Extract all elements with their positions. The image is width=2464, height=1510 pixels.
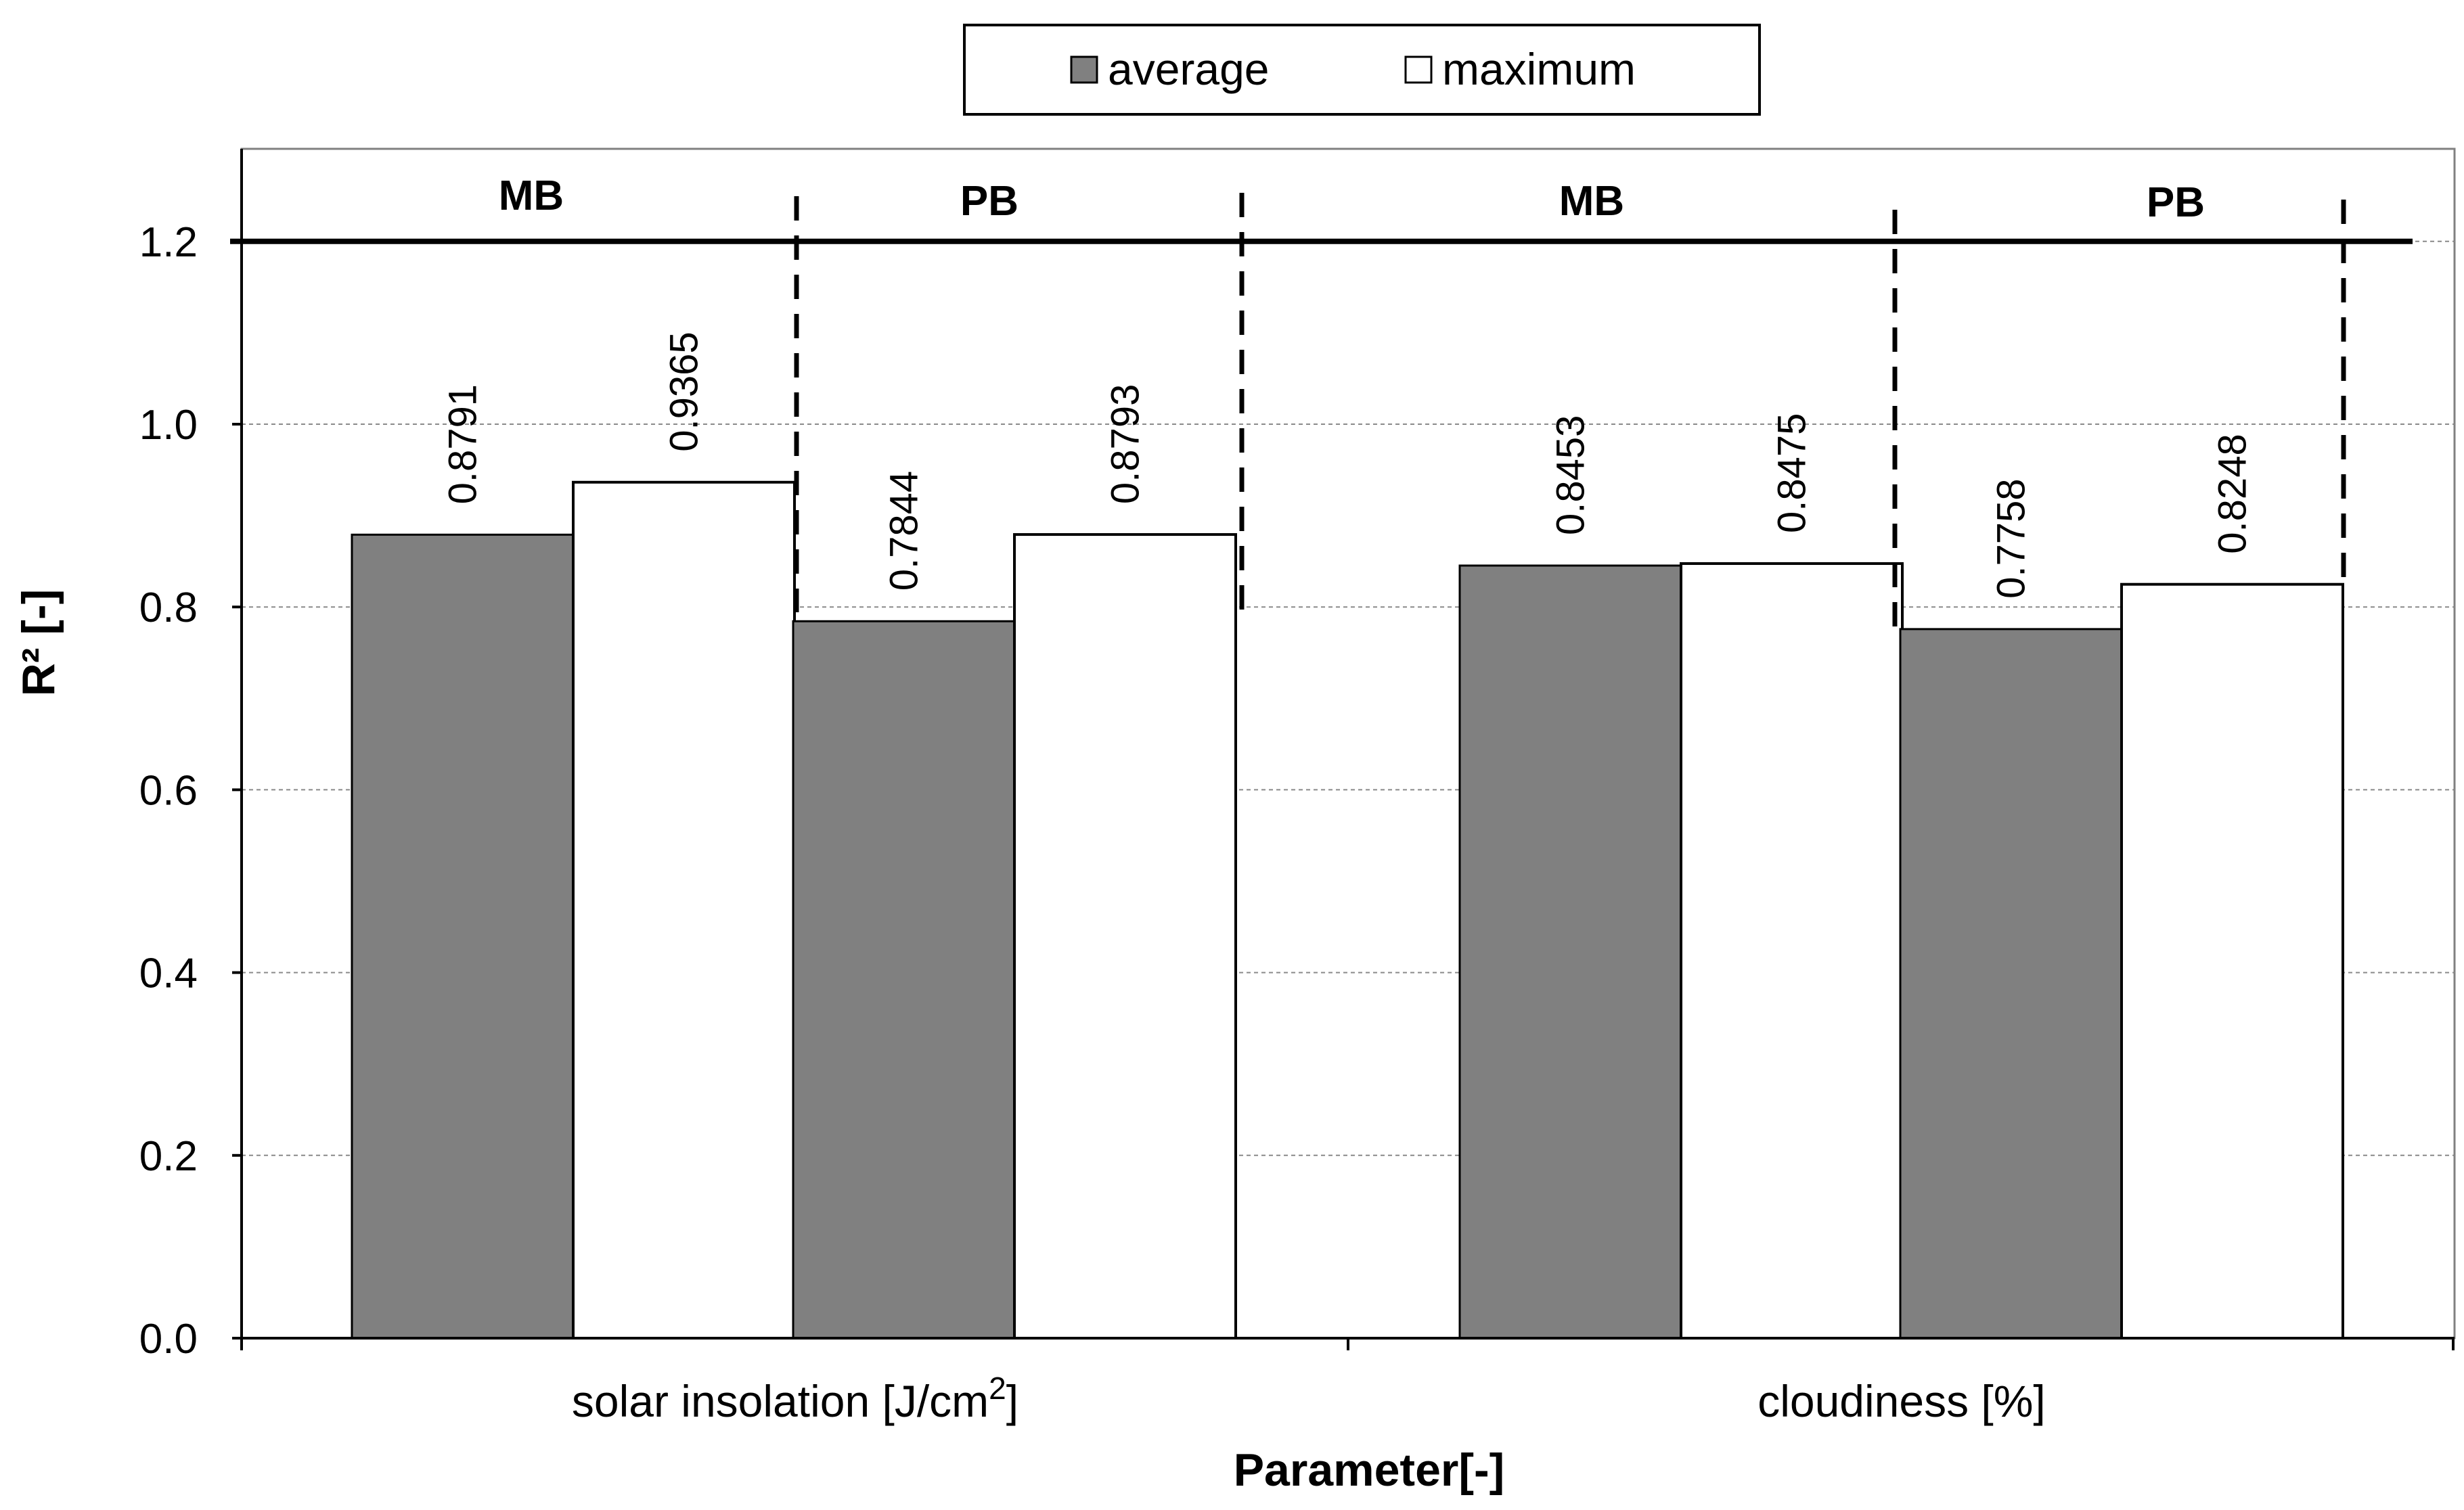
data-label-average-1: 0.8791 xyxy=(441,384,485,504)
y-tick-label: 0.4 xyxy=(139,951,198,997)
data-labels: 0.8791 0.9365 0.7844 0.8793 0.8453 0.8475 0.77… xyxy=(441,173,2255,599)
bar-average-1 xyxy=(351,533,575,1340)
data-label-average-3: 0.8453 xyxy=(1549,415,1593,535)
y-tick-label: 1.0 xyxy=(139,402,198,449)
x-axis-title: Parameter[-] xyxy=(1234,1444,1505,1496)
y-tick-label: 0.0 xyxy=(139,1316,198,1363)
y-axis: 0.0 0.2 0.4 0.6 0.8 1.0 1.2 xyxy=(139,149,243,1363)
subgroup-label-pb: PB xyxy=(960,178,1018,225)
data-label-maximum-1: 0.9365 xyxy=(663,331,707,451)
y-tick-label: 0.6 xyxy=(139,767,198,814)
data-label-maximum-3: 0.8475 xyxy=(1770,413,1814,533)
y-tick-label: 1.2 xyxy=(139,219,198,266)
legend-label-maximum: maximum xyxy=(1442,44,1636,94)
subgroup-label-pb: PB xyxy=(2147,179,2205,226)
legend: average maximum xyxy=(963,24,1761,116)
subgroup-label-mb: MB xyxy=(1559,178,1624,225)
x-category-label: cloudiness [%] xyxy=(1757,1376,2046,1426)
y-tick-label: 0.2 xyxy=(139,1133,198,1180)
bar-maximum-1 xyxy=(572,480,796,1340)
data-label-average-4: 0.7758 xyxy=(1990,478,2034,598)
bar-average-3 xyxy=(1458,564,1682,1340)
bar-maximum-4 xyxy=(2120,582,2344,1340)
legend-swatch-maximum xyxy=(1404,55,1433,84)
x-axis: solar insolation [J/cm2] cloudiness [%] xyxy=(240,1337,2455,1426)
y-axis-title: R² [-] xyxy=(13,589,64,697)
data-label-average-2: 0.7844 xyxy=(882,471,926,591)
bars xyxy=(351,480,2344,1340)
data-label-maximum-2: 0.8793 xyxy=(1104,384,1148,504)
legend-label-average: average xyxy=(1108,44,1270,94)
bar-maximum-2 xyxy=(1013,533,1237,1340)
group-dividers xyxy=(794,193,2346,629)
legend-swatch-average xyxy=(1070,55,1098,84)
bar-average-4 xyxy=(1899,628,2123,1340)
subgroup-label-mb: MB xyxy=(499,173,564,219)
data-label-maximum-4: 0.8248 xyxy=(2211,434,2255,553)
bar-average-2 xyxy=(792,620,1016,1340)
x-category-label: solar insolation [J/cm2] xyxy=(572,1371,1018,1426)
bar-maximum-3 xyxy=(1680,562,1904,1340)
y-tick-label: 0.8 xyxy=(139,585,198,631)
